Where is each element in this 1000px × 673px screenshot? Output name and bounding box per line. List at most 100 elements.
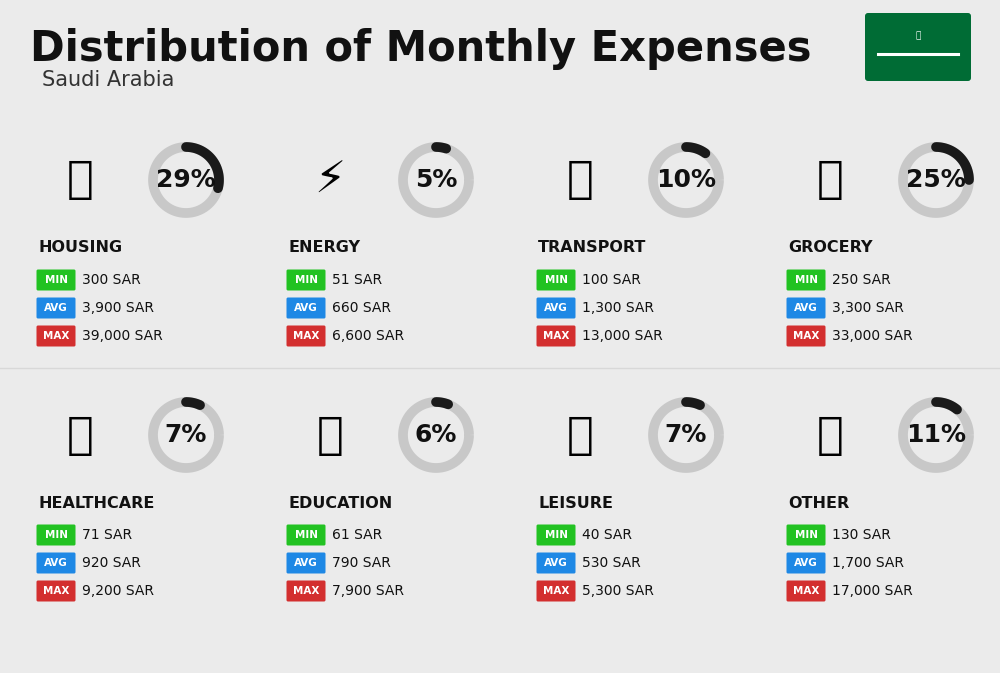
Text: MIN: MIN <box>544 530 568 540</box>
Text: 71 SAR: 71 SAR <box>82 528 132 542</box>
Text: MAX: MAX <box>43 586 69 596</box>
FancyBboxPatch shape <box>786 524 826 546</box>
Text: 🛒: 🛒 <box>817 159 843 201</box>
Text: 10%: 10% <box>656 168 716 192</box>
FancyBboxPatch shape <box>786 326 826 347</box>
Text: 💰: 💰 <box>817 413 843 456</box>
Text: OTHER: OTHER <box>788 495 849 511</box>
Text: MIN: MIN <box>44 530 68 540</box>
Text: 🏥: 🏥 <box>67 413 93 456</box>
Text: 39,000 SAR: 39,000 SAR <box>82 329 163 343</box>
Text: MAX: MAX <box>543 586 569 596</box>
Text: ⚡: ⚡ <box>314 159 346 201</box>
Text: 300 SAR: 300 SAR <box>82 273 141 287</box>
Text: 250 SAR: 250 SAR <box>832 273 891 287</box>
FancyBboxPatch shape <box>786 269 826 291</box>
Text: MIN: MIN <box>544 275 568 285</box>
Text: 🎓: 🎓 <box>317 413 343 456</box>
Text: 6%: 6% <box>415 423 457 447</box>
FancyBboxPatch shape <box>536 297 576 318</box>
Text: 100 SAR: 100 SAR <box>582 273 641 287</box>
Text: 6,600 SAR: 6,600 SAR <box>332 329 404 343</box>
Text: TRANSPORT: TRANSPORT <box>538 240 646 256</box>
Text: 61 SAR: 61 SAR <box>332 528 382 542</box>
FancyBboxPatch shape <box>536 269 576 291</box>
FancyBboxPatch shape <box>36 297 76 318</box>
Text: AVG: AVG <box>794 558 818 568</box>
FancyBboxPatch shape <box>287 269 326 291</box>
FancyBboxPatch shape <box>287 297 326 318</box>
Text: 1,300 SAR: 1,300 SAR <box>582 301 654 315</box>
FancyBboxPatch shape <box>36 326 76 347</box>
Text: 530 SAR: 530 SAR <box>582 556 641 570</box>
Text: 51 SAR: 51 SAR <box>332 273 382 287</box>
FancyBboxPatch shape <box>786 553 826 573</box>
Text: AVG: AVG <box>794 303 818 313</box>
Text: 25%: 25% <box>906 168 966 192</box>
Text: AVG: AVG <box>44 303 68 313</box>
FancyBboxPatch shape <box>287 553 326 573</box>
Text: ﷽: ﷽ <box>915 32 921 40</box>
Text: 5%: 5% <box>415 168 457 192</box>
Text: MAX: MAX <box>793 586 819 596</box>
Text: 🛍: 🛍 <box>567 413 593 456</box>
FancyBboxPatch shape <box>36 524 76 546</box>
Text: GROCERY: GROCERY <box>788 240 872 256</box>
FancyBboxPatch shape <box>536 524 576 546</box>
Text: MAX: MAX <box>43 331 69 341</box>
Text: AVG: AVG <box>294 303 318 313</box>
FancyBboxPatch shape <box>36 269 76 291</box>
Text: Distribution of Monthly Expenses: Distribution of Monthly Expenses <box>30 28 812 70</box>
Text: EDUCATION: EDUCATION <box>288 495 392 511</box>
Text: HOUSING: HOUSING <box>38 240 122 256</box>
FancyBboxPatch shape <box>287 524 326 546</box>
Text: 33,000 SAR: 33,000 SAR <box>832 329 913 343</box>
Text: MIN: MIN <box>794 275 818 285</box>
Text: 29%: 29% <box>156 168 216 192</box>
Text: MIN: MIN <box>294 530 318 540</box>
Text: AVG: AVG <box>544 558 568 568</box>
Text: 13,000 SAR: 13,000 SAR <box>582 329 663 343</box>
FancyBboxPatch shape <box>786 297 826 318</box>
FancyBboxPatch shape <box>536 326 576 347</box>
Text: MAX: MAX <box>793 331 819 341</box>
Text: 11%: 11% <box>906 423 966 447</box>
Text: MIN: MIN <box>794 530 818 540</box>
Text: 1,700 SAR: 1,700 SAR <box>832 556 904 570</box>
Text: 920 SAR: 920 SAR <box>82 556 141 570</box>
FancyBboxPatch shape <box>287 326 326 347</box>
Text: AVG: AVG <box>44 558 68 568</box>
Text: MAX: MAX <box>293 586 319 596</box>
Text: 3,900 SAR: 3,900 SAR <box>82 301 154 315</box>
FancyBboxPatch shape <box>865 13 971 81</box>
Text: 7%: 7% <box>165 423 207 447</box>
FancyBboxPatch shape <box>536 581 576 602</box>
Text: Saudi Arabia: Saudi Arabia <box>42 70 174 90</box>
FancyBboxPatch shape <box>36 553 76 573</box>
Text: 7%: 7% <box>665 423 707 447</box>
Text: 790 SAR: 790 SAR <box>332 556 391 570</box>
FancyBboxPatch shape <box>287 581 326 602</box>
Text: 130 SAR: 130 SAR <box>832 528 891 542</box>
Text: 🏢: 🏢 <box>67 159 93 201</box>
FancyBboxPatch shape <box>786 581 826 602</box>
Text: AVG: AVG <box>294 558 318 568</box>
Text: 5,300 SAR: 5,300 SAR <box>582 584 654 598</box>
Text: 9,200 SAR: 9,200 SAR <box>82 584 154 598</box>
Text: AVG: AVG <box>544 303 568 313</box>
Text: 660 SAR: 660 SAR <box>332 301 391 315</box>
Text: LEISURE: LEISURE <box>538 495 613 511</box>
Text: 40 SAR: 40 SAR <box>582 528 632 542</box>
Text: MAX: MAX <box>293 331 319 341</box>
Text: ENERGY: ENERGY <box>288 240 360 256</box>
FancyBboxPatch shape <box>536 553 576 573</box>
Text: 7,900 SAR: 7,900 SAR <box>332 584 404 598</box>
FancyBboxPatch shape <box>36 581 76 602</box>
Text: MIN: MIN <box>294 275 318 285</box>
Text: 3,300 SAR: 3,300 SAR <box>832 301 904 315</box>
Text: 🚌: 🚌 <box>567 159 593 201</box>
Text: 17,000 SAR: 17,000 SAR <box>832 584 913 598</box>
Text: HEALTHCARE: HEALTHCARE <box>38 495 154 511</box>
Text: MAX: MAX <box>543 331 569 341</box>
Text: MIN: MIN <box>44 275 68 285</box>
